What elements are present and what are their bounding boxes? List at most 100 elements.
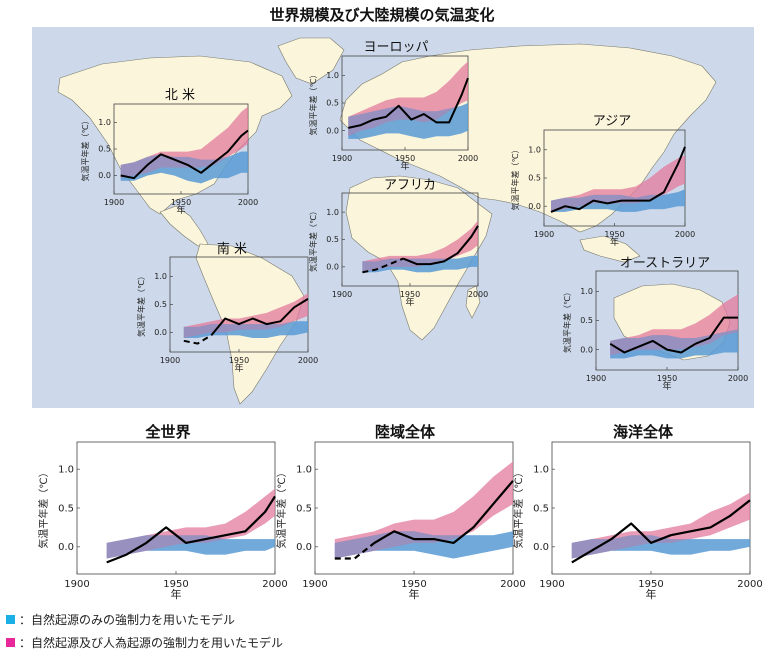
observed-line [609, 316, 738, 354]
anthro-band [183, 293, 308, 338]
observed-line [348, 77, 469, 129]
y-tick-label: 1.0 [533, 465, 549, 476]
y-tick-label: 0.0 [580, 345, 593, 354]
legend-anthro-swatch [6, 638, 15, 647]
x-axis-label: 年 [171, 587, 182, 601]
y-tick-label: 1.0 [58, 465, 74, 476]
x-tick-label: 1950 [171, 198, 191, 207]
observed-line [373, 480, 514, 544]
southeast-asia-islands [579, 235, 641, 263]
panel-global: 1900 1950 2000 0.0 0.5 1.0 年 気温平年差（℃） 全世界 [37, 423, 288, 601]
x-tick-label: 1950 [657, 374, 677, 383]
y-tick-label: 0.0 [296, 542, 312, 553]
observed-line-dashed [362, 257, 404, 274]
observed-line [550, 146, 686, 213]
x-axis-label: 年 [405, 296, 414, 308]
y-tick-label: 1.0 [528, 145, 541, 154]
panel-ocean: 1900 1950 2000 0.0 0.5 1.0 年 気温平年差（℃） 海洋全体 [512, 423, 763, 601]
observed-line [402, 225, 479, 266]
x-tick-label: 1900 [534, 230, 554, 239]
panel-title: 南 米 [217, 241, 247, 257]
y-tick-label: 1.0 [326, 208, 339, 217]
x-tick-label: 1900 [586, 374, 606, 383]
observed-line-dashed [183, 334, 212, 345]
panel-australia: 1900 1950 2000 0.0 0.5 1.0 年 気温平年差（℃） オーストラリア [562, 256, 748, 392]
observed-line [571, 499, 751, 564]
y-axis-label: 気温平年差（℃） [37, 467, 50, 548]
natural-band-overlay [571, 535, 750, 559]
x-tick-label: 2000 [262, 579, 287, 590]
y-tick-label: 1.0 [296, 465, 312, 476]
y-tick-label: 0.5 [58, 503, 74, 514]
y-tick-label: 0.0 [528, 202, 541, 211]
legend-anthro: ：自然起源及び人為起源の強制力を用いたモデル [6, 634, 283, 651]
x-tick-label: 1950 [400, 290, 420, 299]
y-axis-label: 気温平年差（℃） [512, 467, 525, 548]
x-tick-label: 2000 [238, 198, 258, 207]
y-axis-label: 気温平年差（℃） [562, 288, 572, 353]
anthro-band [334, 461, 513, 559]
panel-africa: 1900 1950 2000 0.0 0.5 1.0 年 気温平年差（℃） アフリカ [308, 178, 488, 308]
panel-north-america: 1900 1950 2000 0.0 0.5 1.0 年 気温平年差（℃） 北 米 [80, 88, 258, 216]
panel-asia: 1900 1950 2000 0.0 0.5 1.0 年 気温平年差（℃） アジア [510, 114, 695, 248]
y-tick-label: 0.0 [533, 542, 549, 553]
x-tick-label: 1950 [638, 579, 663, 590]
panel-title: 海洋全体 [613, 423, 674, 441]
y-tick-label: 1.0 [98, 118, 111, 127]
x-tick-label: 2000 [728, 374, 748, 383]
y-tick-label: 0.0 [154, 328, 167, 337]
panel-land: 1900 1950 2000 0.0 0.5 1.0 年 気温平年差（℃） 陸域全体 [275, 423, 526, 601]
natural-band-overlay [610, 329, 738, 359]
y-tick-label: 0.5 [533, 503, 549, 514]
y-axis-label: 気温平年差（℃） [275, 467, 288, 548]
x-tick-label: 1900 [539, 579, 564, 590]
y-axis-label: 気温平年差（℃） [136, 272, 146, 337]
x-axis-label: 年 [662, 380, 671, 392]
y-tick-label: 0.0 [326, 126, 339, 135]
observed-line [120, 129, 249, 180]
panel-title: ヨーロッパ [363, 40, 428, 55]
x-axis-label: 年 [400, 160, 409, 172]
x-tick-label: 1950 [229, 356, 249, 365]
panel-title: オーストラリア [620, 256, 710, 271]
greenland-landmass [277, 37, 345, 85]
y-tick-label: 0.5 [580, 316, 593, 325]
x-tick-label: 2000 [468, 290, 488, 299]
y-tick-label: 0.0 [98, 171, 111, 180]
y-tick-label: 0.0 [326, 263, 339, 272]
legend-natural-swatch [6, 615, 15, 624]
x-tick-label: 1900 [302, 579, 327, 590]
x-tick-label: 1950 [395, 154, 415, 163]
x-tick-label: 2000 [458, 154, 478, 163]
x-axis-label: 年 [176, 204, 185, 216]
panel-south-america: 1900 1950 2000 0.0 0.5 1.0 年 気温平年差（℃） 南 米 [136, 241, 318, 374]
x-axis-label: 年 [610, 236, 619, 248]
y-axis-label: 気温平年差（℃） [308, 71, 318, 136]
x-tick-label: 2000 [298, 356, 318, 365]
anthro-band [551, 155, 685, 212]
panel-title: 陸域全体 [375, 423, 436, 441]
madagascar-landmass [465, 285, 481, 319]
x-tick-label: 2000 [500, 579, 525, 590]
anthro-band [571, 492, 750, 559]
panel-europe: 1900 1950 2000 0.0 0.5 1.0 年 気温平年差（℃） ヨーロッパ [308, 40, 478, 172]
y-tick-label: 0.5 [154, 300, 167, 309]
observed-line [210, 298, 309, 336]
x-axis-label: 年 [234, 362, 243, 374]
x-tick-label: 1950 [604, 230, 624, 239]
y-axis-label: 気温平年差（℃） [308, 207, 318, 272]
natural-band-overlay [120, 151, 248, 184]
x-axis-label: 年 [409, 587, 420, 601]
observed-line [106, 495, 276, 564]
panel-title: アジア [593, 114, 631, 129]
x-tick-label: 2000 [675, 230, 695, 239]
figure-title: 世界規模及び大陸規模の気温変化 [269, 6, 494, 24]
x-tick-label: 1900 [332, 290, 352, 299]
y-tick-label: 1.0 [580, 287, 593, 296]
x-tick-label: 1900 [160, 356, 180, 365]
x-tick-label: 1950 [401, 579, 426, 590]
natural-band-overlay [348, 103, 468, 139]
y-tick-label: 0.5 [326, 235, 339, 244]
